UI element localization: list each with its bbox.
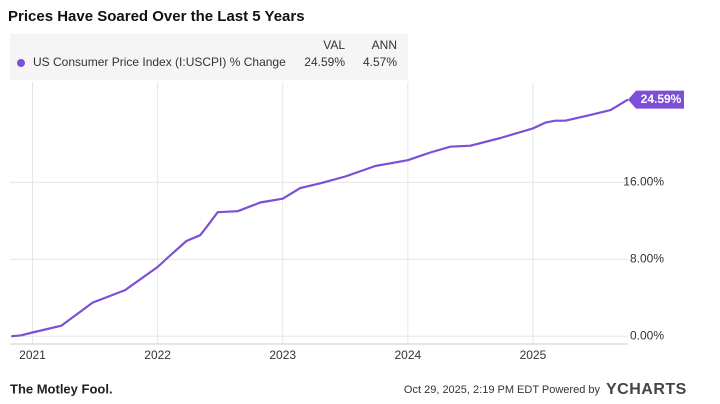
y-tick-label: 0.00% xyxy=(630,328,664,342)
value-label-bg xyxy=(628,90,684,109)
x-tick-label: 2021 xyxy=(19,348,46,362)
legend-value: 4.57% xyxy=(363,55,397,69)
legend-value: 24.59% xyxy=(304,55,345,69)
x-tick-label: 2022 xyxy=(144,348,171,362)
value-label: 24.59% xyxy=(641,92,682,106)
legend-header: ANN xyxy=(372,38,397,52)
source-note: Oct 29, 2025, 2:19 PM EDT Powered by xyxy=(404,384,601,396)
legend-swatch xyxy=(17,59,25,67)
x-tick-label: 2023 xyxy=(269,348,296,362)
chart-title: Prices Have Soared Over the Last 5 Years xyxy=(8,8,305,25)
brand: YCHARTS xyxy=(606,381,687,398)
legend-header: VAL xyxy=(323,38,345,52)
y-tick-label: 16.00% xyxy=(623,174,664,188)
line-series xyxy=(11,98,629,338)
x-tick-label: 2024 xyxy=(394,348,421,362)
logo: The Motley Fool. xyxy=(10,381,113,396)
legend-box xyxy=(10,34,408,80)
y-tick-label: 8.00% xyxy=(630,251,664,265)
legend-label: US Consumer Price Index (I:USCPI) % Chan… xyxy=(33,55,286,69)
x-tick-label: 2025 xyxy=(520,348,547,362)
